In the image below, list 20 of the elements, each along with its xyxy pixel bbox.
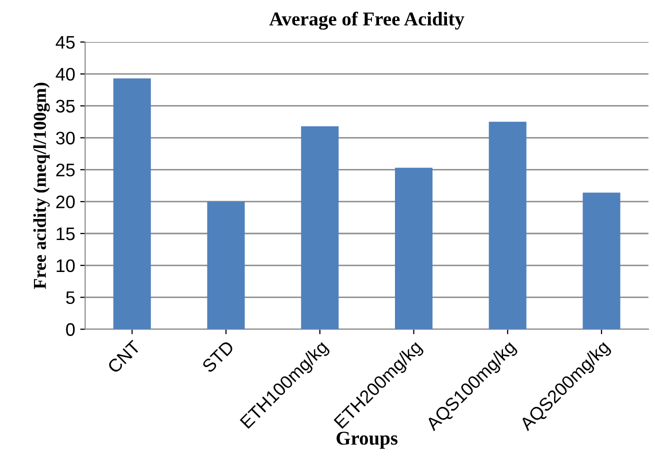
y-tick-label: 20: [56, 196, 75, 208]
bar: [488, 122, 526, 330]
y-axis-title: Free acidity (meq/l/100gm): [33, 82, 50, 289]
bar: [207, 202, 245, 330]
y-tick-label: 0: [66, 323, 75, 336]
y-tick-label: 35: [56, 100, 75, 113]
y-tick-label: 45: [56, 36, 75, 49]
bar: [301, 126, 339, 330]
y-tick-label: 10: [56, 259, 75, 272]
y-tick-label: 5: [66, 291, 75, 304]
chart-title: Average of Free Acidity: [269, 12, 464, 30]
y-tick-label: 25: [56, 164, 75, 176]
y-tick-label: 15: [56, 228, 75, 240]
bar: [582, 192, 620, 330]
bar: [394, 168, 433, 330]
x-axis-title: Groups: [336, 432, 398, 449]
y-tick-label: 40: [56, 68, 75, 81]
x-tick-label: STD: [201, 340, 235, 374]
y-tick-label: 30: [56, 132, 75, 144]
bar: [113, 78, 151, 330]
